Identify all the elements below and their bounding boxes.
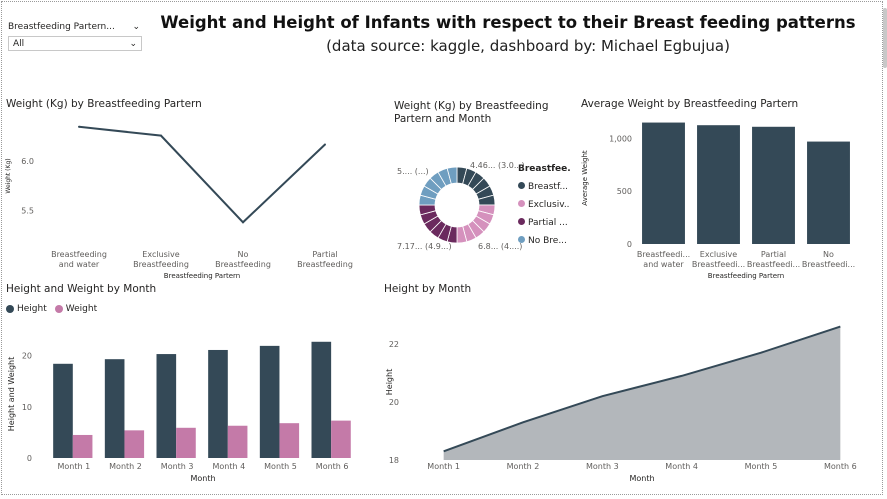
x-tick-label: Month 2 xyxy=(109,462,142,471)
donut-data-label: 7.17... (4.9...) xyxy=(397,242,452,251)
x-tick-label: Exclusive Breastfeedi... xyxy=(692,250,745,269)
breastfeeding-slicer[interactable]: Breastfeeding Partern... ⌄ All ⌄ xyxy=(8,18,142,51)
bar-weight xyxy=(72,434,93,458)
chart-title-weight-line: Weight (Kg) by Breastfeeding Partern xyxy=(6,98,202,110)
donut-data-label: 6.8... (4....) xyxy=(478,242,522,251)
x-tick-label: Month 5 xyxy=(745,462,778,471)
x-tick-label: Month 6 xyxy=(316,462,349,471)
donut-legend-title: Breastfee... xyxy=(518,164,570,174)
y-tick-label: 0 xyxy=(627,240,632,249)
y-tick-label: 5.5 xyxy=(21,206,34,215)
x-tick-label: Month 5 xyxy=(264,462,297,471)
x-axis-title: Breastfeeding Partern xyxy=(708,272,784,280)
scrollbar[interactable] xyxy=(883,8,887,68)
x-tick-label: Month 1 xyxy=(427,462,460,471)
slicer-title: Breastfeeding Partern... ⌄ xyxy=(8,18,142,36)
y-tick-label: 18 xyxy=(389,456,399,465)
donut-data-label: 4.46... (3.0...) xyxy=(470,161,525,170)
bar-average-weight xyxy=(697,125,740,244)
chevron-down-icon: ⌄ xyxy=(129,39,137,49)
bar-height xyxy=(208,349,228,458)
slicer-value: All xyxy=(13,39,25,49)
x-tick-label: Partial Breastfeeding xyxy=(297,250,353,269)
data-point xyxy=(78,125,80,128)
x-tick-label: Month 3 xyxy=(161,462,194,471)
x-tick-label: Month 1 xyxy=(57,462,90,471)
slicer-dropdown[interactable]: All ⌄ xyxy=(8,36,142,51)
bar-height xyxy=(311,341,332,458)
data-point xyxy=(160,134,162,137)
bar-weight xyxy=(124,430,145,458)
y-axis-title: Weight (Kg) xyxy=(5,158,12,193)
donut-legend-item[interactable]: No Bre... xyxy=(518,232,570,250)
page-title: Weight and Height of Infants with respec… xyxy=(160,13,856,32)
bar-height xyxy=(53,363,73,458)
bar-weight xyxy=(331,420,351,458)
y-tick-label: 0 xyxy=(27,454,32,463)
x-tick-label: Breastfeeding and water xyxy=(51,250,107,269)
bar-height xyxy=(104,359,125,458)
y-tick-label: 22 xyxy=(389,340,399,349)
x-tick-label: Month 4 xyxy=(212,462,245,471)
x-tick-label: No Breastfeeding xyxy=(215,250,271,269)
chart-title-height-weight: Height and Weight by Month xyxy=(6,283,157,295)
legend-height-weight: Height Weight xyxy=(6,304,97,314)
y-tick-label: 1,000 xyxy=(609,134,632,143)
donut-legend: Breastfee... Breastf... Exclusiv... Part… xyxy=(518,164,570,250)
y-tick-label: 6.0 xyxy=(21,157,34,166)
bar-height xyxy=(259,345,280,458)
bar-weight xyxy=(227,425,248,458)
x-axis-title: Breastfeeding Partern xyxy=(164,272,240,280)
y-axis-title: Average Weight xyxy=(581,150,589,206)
x-tick-label: Breastfeedi... and water xyxy=(637,250,690,269)
x-tick-label: Month 3 xyxy=(586,462,619,471)
series-line-weight xyxy=(78,125,326,224)
bar-average-weight xyxy=(807,141,850,244)
donut-legend-item[interactable]: Breastf... xyxy=(518,178,570,196)
x-axis-title: Month xyxy=(190,474,215,483)
bar-weight xyxy=(279,423,300,458)
y-tick-label: 20 xyxy=(389,398,399,407)
page-subtitle: (data source: kaggle, dashboard by: Mich… xyxy=(326,37,730,55)
chevron-down-icon[interactable]: ⌄ xyxy=(132,22,140,32)
x-tick-label: Month 2 xyxy=(507,462,540,471)
y-tick-label: 10 xyxy=(22,403,32,412)
data-point xyxy=(324,143,326,146)
x-tick-label: Month 4 xyxy=(665,462,698,471)
x-tick-label: No Breastfeedi... xyxy=(802,250,855,269)
data-point xyxy=(242,221,244,224)
chart-title-avg-weight: Average Weight by Breastfeeding Partern xyxy=(581,98,799,110)
x-tick-label: Exclusive Breastfeeding xyxy=(133,250,189,269)
bar-average-weight xyxy=(642,122,685,244)
area-fill-height xyxy=(443,326,841,460)
chart-title-height: Height by Month xyxy=(384,283,472,295)
x-axis-title: Month xyxy=(629,474,654,483)
legend-item-weight[interactable]: Weight xyxy=(54,304,97,314)
donut-legend-item[interactable]: Partial ... xyxy=(518,214,570,232)
x-tick-label: Partial Breastfeedi... xyxy=(747,250,800,269)
donut-slice xyxy=(446,166,458,185)
y-axis-title: Height xyxy=(385,369,394,395)
y-tick-label: 20 xyxy=(22,352,32,361)
y-axis-title: Height and Weight xyxy=(7,357,16,431)
legend-item-height[interactable]: Height xyxy=(6,304,47,314)
chart-title-donut: Weight (Kg) by Breastfeeding Partern and… xyxy=(394,100,549,125)
bar-height xyxy=(156,354,177,458)
donut-legend-item[interactable]: Exclusiv... xyxy=(518,196,570,214)
bar-weight xyxy=(176,427,196,458)
bar-average-weight xyxy=(752,126,795,244)
series-line-height xyxy=(443,325,841,453)
donut-data-label: 5.... (...) xyxy=(397,167,429,176)
x-tick-label: Month 6 xyxy=(824,462,857,471)
y-tick-label: 500 xyxy=(617,187,632,196)
